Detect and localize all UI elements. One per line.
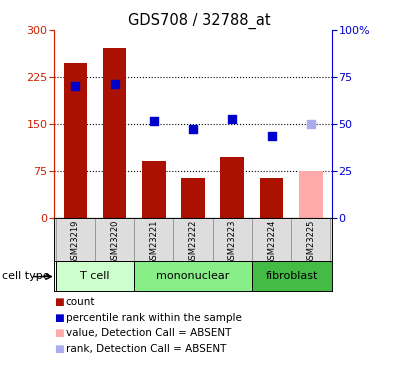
Bar <box>134 261 252 291</box>
Bar <box>252 217 291 261</box>
Text: ■: ■ <box>54 313 63 322</box>
Point <box>308 121 314 127</box>
Point <box>268 133 275 139</box>
Bar <box>174 217 213 261</box>
Text: count: count <box>66 297 95 307</box>
Text: cell type: cell type <box>2 272 50 281</box>
Text: mononuclear: mononuclear <box>156 271 230 280</box>
Text: GSM23219: GSM23219 <box>71 220 80 265</box>
Bar <box>64 63 87 217</box>
Text: GDS708 / 32788_at: GDS708 / 32788_at <box>128 13 270 29</box>
Text: ■: ■ <box>54 297 63 307</box>
Text: value, Detection Call = ABSENT: value, Detection Call = ABSENT <box>66 328 231 338</box>
Point <box>111 81 118 87</box>
Text: GSM23222: GSM23222 <box>189 220 197 265</box>
Bar <box>291 217 330 261</box>
Bar <box>220 157 244 218</box>
Bar <box>56 261 134 291</box>
Bar <box>181 178 205 218</box>
Text: fibroblast: fibroblast <box>266 271 318 280</box>
Text: percentile rank within the sample: percentile rank within the sample <box>66 313 242 322</box>
Text: ■: ■ <box>54 344 63 354</box>
Text: T cell: T cell <box>80 271 110 280</box>
Point <box>150 118 157 124</box>
Text: GSM23221: GSM23221 <box>149 220 158 265</box>
Point <box>229 116 236 122</box>
Bar <box>134 217 174 261</box>
Point <box>190 126 196 132</box>
Bar <box>95 217 134 261</box>
Bar <box>56 217 95 261</box>
Text: GSM23224: GSM23224 <box>267 220 276 265</box>
Text: ■: ■ <box>54 328 63 338</box>
Text: GSM23220: GSM23220 <box>110 220 119 265</box>
Bar <box>103 48 126 217</box>
Text: GSM23225: GSM23225 <box>306 220 315 265</box>
Bar <box>142 160 166 218</box>
Text: GSM23223: GSM23223 <box>228 220 237 265</box>
Point <box>72 83 78 89</box>
Bar <box>299 171 322 217</box>
Text: rank, Detection Call = ABSENT: rank, Detection Call = ABSENT <box>66 344 226 354</box>
Bar <box>252 261 332 291</box>
Bar <box>213 217 252 261</box>
Bar <box>260 178 283 218</box>
